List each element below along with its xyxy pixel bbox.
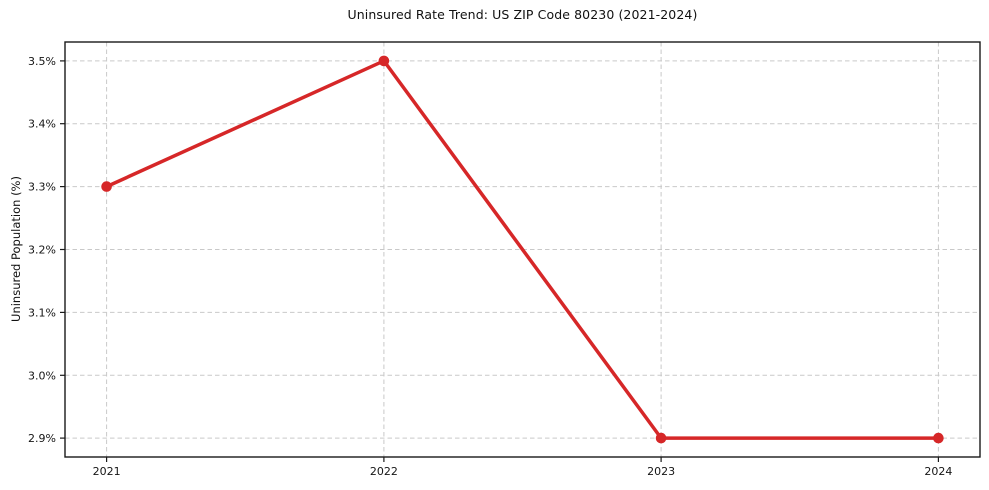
data-point-marker — [101, 181, 112, 192]
x-tick-label: 2022 — [370, 465, 398, 478]
y-tick-label: 3.3% — [28, 181, 56, 194]
data-point-marker — [933, 432, 944, 444]
y-tick-label: 3.5% — [28, 55, 56, 68]
data-point-marker — [655, 432, 667, 444]
y-tick-label: 2.9% — [28, 432, 56, 445]
chart-title: Uninsured Rate Trend: US ZIP Code 80230 … — [347, 7, 698, 22]
x-tick-label: 2021 — [93, 465, 121, 478]
y-tick-label: 3.1% — [28, 306, 56, 319]
y-tick-label: 3.0% — [28, 369, 56, 382]
x-tick-label: 2024 — [924, 465, 952, 478]
trend-line — [104, 59, 941, 440]
y-tick-label: 3.4% — [28, 118, 56, 131]
y-tick-label: 3.2% — [28, 244, 56, 257]
data-point-marker — [378, 55, 390, 67]
x-tick-label: 2023 — [647, 465, 675, 478]
